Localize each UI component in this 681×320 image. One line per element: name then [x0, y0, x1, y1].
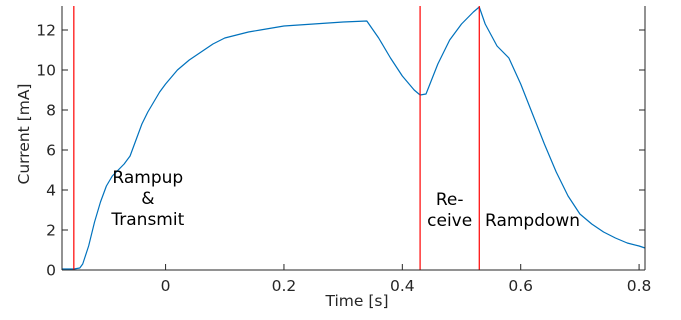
x-axis-label: Time [s]: [324, 292, 388, 310]
x-tick-label: 0.4: [390, 277, 415, 295]
plot-ticks-group: 0 0.2 0.4 0.6 0.8 0 2 4 6 8 10 12: [36, 22, 651, 296]
x-tick-label: 0.8: [627, 277, 652, 295]
plot-axes-group: [61, 6, 646, 271]
plot-annotations-group: Rampup&Transmit Re-ceive Rampdown: [110, 168, 580, 231]
y-tick-label: 4: [46, 182, 56, 200]
y-tick-label: 0: [46, 262, 56, 280]
x-tick-label: 0.2: [272, 277, 297, 295]
x-tick-label: 0: [161, 277, 171, 295]
y-tick-label: 8: [46, 102, 56, 120]
y-axis-label: Current [mA]: [15, 84, 33, 185]
plot-series-group: [62, 6, 646, 270]
x-tick-label: 0.6: [508, 277, 533, 295]
y-tick-label: 10: [36, 62, 56, 80]
phase-annotation-text: Rampdown: [485, 211, 580, 231]
phase-annotation-text: Transmit: [110, 210, 184, 230]
plot-markers-group: [73, 6, 480, 270]
y-tick-label: 12: [36, 22, 56, 40]
series-line-0: [62, 6, 646, 270]
phase-annotation-text: &: [141, 189, 154, 209]
y-tick-label: 2: [46, 222, 56, 240]
phase-annotation-text: ceive: [427, 211, 472, 231]
y-tick-label: 6: [46, 142, 56, 160]
phase-annotation-text: Re-: [436, 190, 464, 210]
phase-annotation-text: Rampup: [112, 168, 183, 188]
